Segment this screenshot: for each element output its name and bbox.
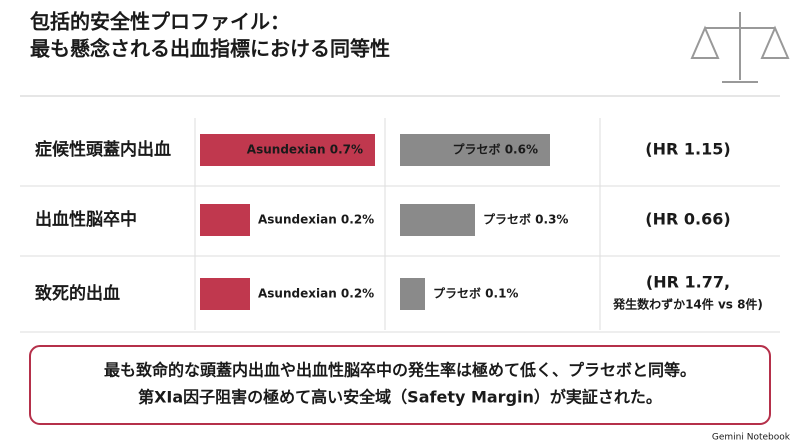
bar xyxy=(200,134,375,166)
row-label: 出血性脳卒中 xyxy=(35,209,137,230)
value-label: プラセボ 0.1% xyxy=(433,286,518,301)
row-label: 致死的出血 xyxy=(35,283,120,304)
row-label: 症候性頭蓋内出血 xyxy=(35,139,171,160)
brand: Gemini Notebook xyxy=(712,433,791,443)
value-label: プラセボ 0.3% xyxy=(483,212,568,227)
summary-box xyxy=(29,345,771,425)
summary-line: 最も致命的な頭蓋内出血や出血性脳卒中の発生率は極めて低く、プラセボと同等。 xyxy=(104,361,696,380)
summary-line: 第XIa因子阻害の極めて高い安全域（Safety Margin）が実証された。 xyxy=(138,388,662,407)
scales-icon xyxy=(690,12,790,83)
hazard-ratio: 発生数わずか14件 vs 8件) xyxy=(612,297,763,312)
value-label: Asundexian 0.2% xyxy=(258,213,374,227)
value-label: プラセボ 0.6% xyxy=(453,142,538,157)
value-label: Asundexian 0.2% xyxy=(258,287,374,301)
hazard-ratio: (HR 0.66) xyxy=(645,210,730,229)
rows: 症候性頭蓋内出血 Asundexian 0.7% プラセボ 0.6% (HR 1.15… xyxy=(35,134,763,312)
bar xyxy=(400,278,425,310)
hazard-ratio: (HR 1.15) xyxy=(645,140,730,159)
title-line: 包括的安全性プロファイル： xyxy=(30,10,290,34)
value-label: Asundexian 0.7% xyxy=(247,143,363,157)
table-grid xyxy=(20,118,780,333)
bar xyxy=(200,278,250,310)
bar xyxy=(400,134,550,166)
bar xyxy=(200,204,250,236)
bar xyxy=(400,204,475,236)
title-line: 最も懸念される出血指標における同等性 xyxy=(30,37,390,61)
hazard-ratio: (HR 1.77, xyxy=(646,273,730,292)
